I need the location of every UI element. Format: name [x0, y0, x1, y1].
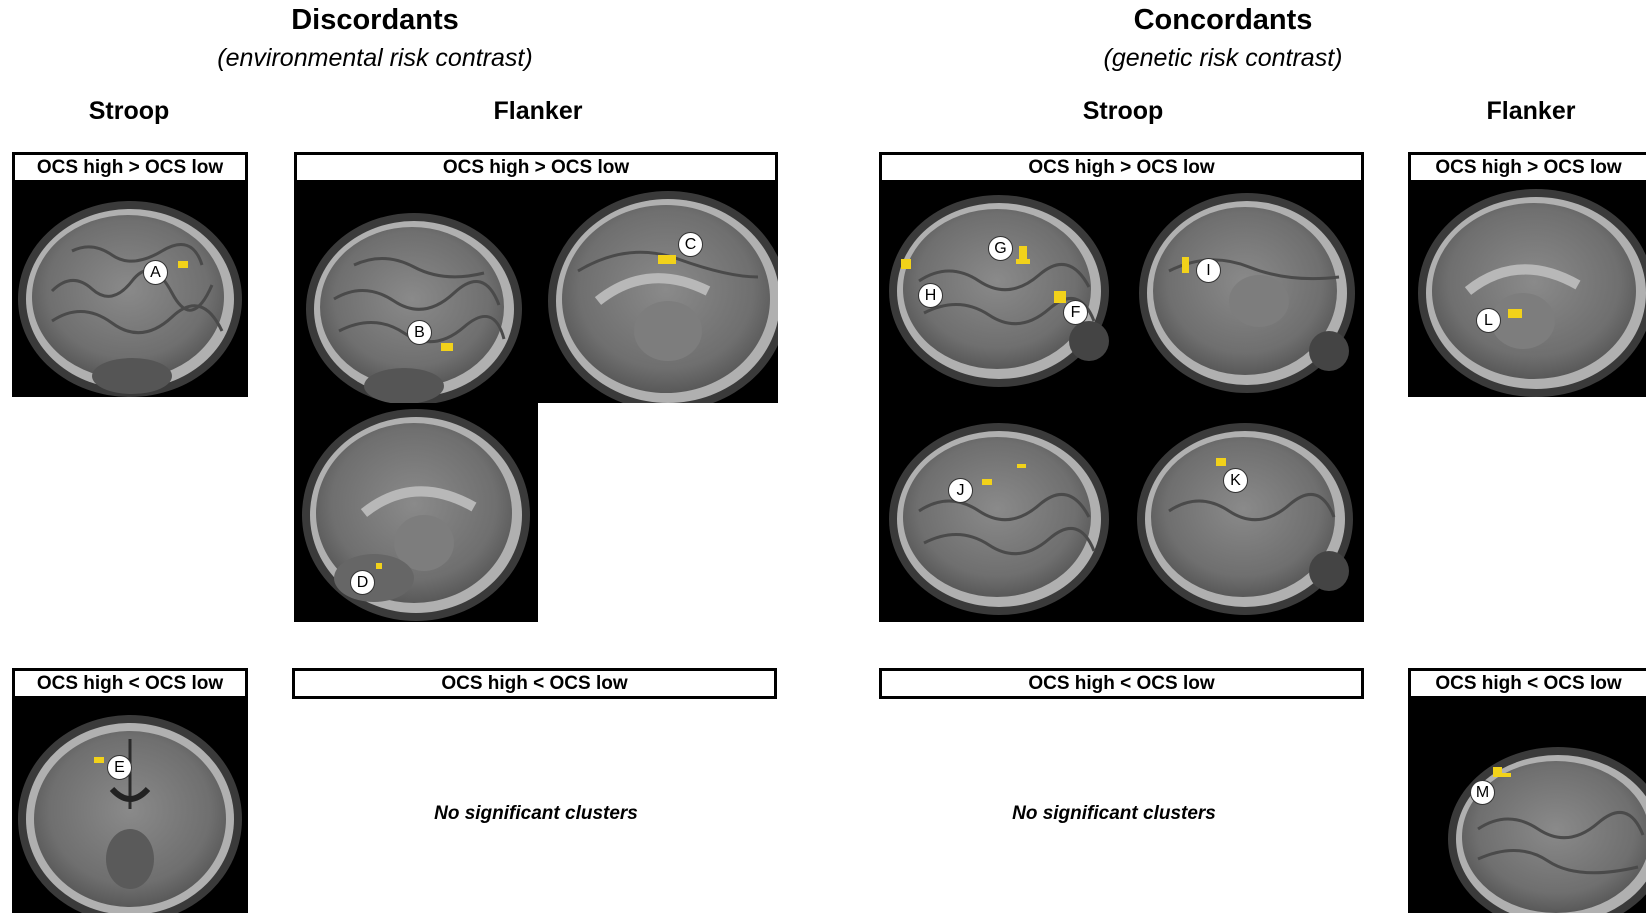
conc-stroop-high-gt-low-bar: OCS high > OCS low: [879, 152, 1364, 183]
brain-slice-a: [12, 181, 248, 397]
cluster-marker-i: I: [1196, 258, 1221, 283]
concordants-title: Concordants: [1103, 4, 1343, 37]
conc-flanker-high-gt-low-bar: OCS high > OCS low: [1408, 152, 1646, 183]
concordants-subtitle: (genetic risk contrast): [1063, 44, 1383, 73]
discordants-subtitle: (environmental risk contrast): [195, 44, 555, 73]
coronal-brain-icon: [12, 699, 248, 913]
cluster-marker-d: D: [350, 570, 375, 595]
disc-stroop-high-gt-low-bar: OCS high > OCS low: [12, 152, 248, 183]
cluster-marker-l: L: [1476, 308, 1501, 333]
sagittal-brain-icon: [1129, 181, 1364, 401]
sagittal-brain-icon: [879, 181, 1129, 401]
disc-stroop-title: Stroop: [64, 97, 194, 126]
cluster-marker-h: H: [918, 283, 943, 308]
brain-slice-j: [879, 401, 1129, 622]
disc-stroop-high-lt-low-bar: OCS high < OCS low: [12, 668, 248, 699]
cluster-marker-j: J: [948, 478, 973, 503]
conc-flanker-title: Flanker: [1466, 97, 1596, 126]
brain-slice-c: [538, 181, 778, 403]
sagittal-brain-icon: [1408, 181, 1646, 397]
conc-stroop-high-lt-low-bar: OCS high < OCS low: [879, 668, 1364, 699]
conc-flanker-high-lt-low-bar: OCS high < OCS low: [1408, 668, 1646, 699]
sagittal-brain-icon: [12, 181, 248, 397]
brain-slice-b: [294, 181, 538, 403]
cluster-marker-e: E: [107, 755, 132, 780]
brain-slice-i: [1129, 181, 1364, 401]
brain-slice-l: [1408, 181, 1646, 397]
sagittal-brain-icon: [879, 401, 1129, 622]
sagittal-brain-icon: [294, 403, 538, 622]
sagittal-brain-icon: [294, 181, 538, 403]
disc-flanker-high-lt-low-bar: OCS high < OCS low: [292, 668, 777, 699]
cluster-marker-k: K: [1223, 468, 1248, 493]
brain-slice-k: [1129, 401, 1364, 622]
cluster-marker-m: M: [1470, 780, 1495, 805]
sagittal-brain-icon: [1408, 699, 1646, 913]
disc-flanker-high-gt-low-bar: OCS high > OCS low: [294, 152, 778, 183]
conc-stroop-no-clusters: No significant clusters: [984, 803, 1244, 825]
cluster-marker-b: B: [407, 320, 432, 345]
brain-slice-fgh: [879, 181, 1129, 401]
disc-flanker-no-clusters: No significant clusters: [406, 803, 666, 825]
cluster-marker-f: F: [1063, 300, 1088, 325]
discordants-title: Discordants: [255, 4, 495, 37]
cluster-marker-c: C: [678, 232, 703, 257]
brain-slice-m: [1408, 699, 1646, 913]
brain-slice-d: [294, 403, 538, 622]
brain-slice-e: [12, 699, 248, 913]
sagittal-brain-icon: [1129, 401, 1364, 622]
disc-flanker-title: Flanker: [473, 97, 603, 126]
cluster-marker-a: A: [143, 260, 168, 285]
conc-stroop-title: Stroop: [1058, 97, 1188, 126]
sagittal-brain-icon: [538, 181, 778, 403]
cluster-marker-g: G: [988, 236, 1013, 261]
